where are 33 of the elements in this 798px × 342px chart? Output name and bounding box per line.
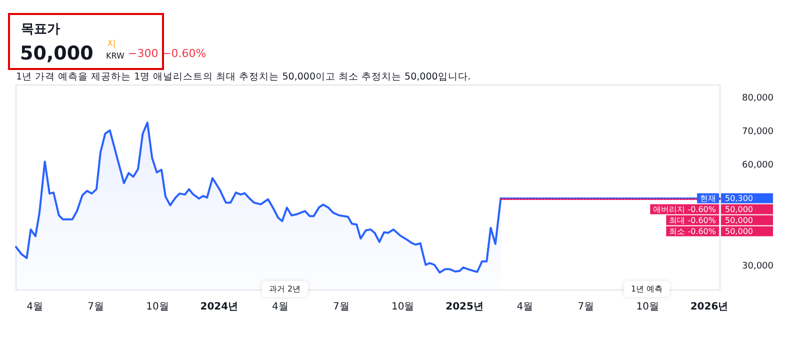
x-tick-label: 10월: [392, 302, 414, 312]
x-tick-label: 7월: [332, 302, 350, 312]
annotation: 현재: [700, 194, 716, 203]
x-tick-label: 4월: [272, 302, 288, 312]
annotation: 1년 예측: [631, 284, 663, 294]
y-tick-label: 70,000: [742, 127, 774, 138]
x-tick-label: 4월: [26, 302, 43, 312]
annotation: 애버리지 -0.60%: [653, 204, 716, 214]
text: 50,000: [20, 42, 94, 64]
text: 지: [107, 40, 116, 50]
text: 50,000: [725, 204, 753, 214]
y-tick-label: 30,000: [742, 261, 774, 272]
text: 50,000: [725, 226, 753, 236]
x-tick-label: 2024년: [200, 302, 238, 312]
text: −0.60%: [162, 47, 206, 60]
annotation: 최소 -0.60%: [669, 226, 716, 236]
text: −300: [128, 47, 158, 60]
text: 1년 가격 예측을 제공하는 1명 애널리스트의 최대 추정치는 50,000이고 최소 추정치는 50,000입니다.: [16, 72, 471, 82]
chart-title: 목표가: [21, 22, 60, 37]
x-tick-label: 10월: [146, 302, 169, 312]
x-tick-label: 2025년: [446, 302, 484, 312]
x-tick-label: 4월: [516, 302, 534, 312]
x-tick-label: 10월: [636, 302, 659, 312]
x-tick-label: 7월: [88, 302, 104, 312]
y-tick-label: 60,000: [742, 160, 774, 171]
x-tick-label: 2026년: [690, 302, 728, 312]
annotation: 최대 -0.60%: [669, 216, 716, 225]
y-tick-label: 80,000: [742, 93, 774, 104]
text: 50,000: [725, 216, 753, 225]
text: 50,300: [725, 194, 753, 203]
x-tick-label: 7월: [578, 302, 594, 312]
text: KRW: [106, 52, 124, 60]
annotation: 과거 2년: [269, 284, 301, 294]
